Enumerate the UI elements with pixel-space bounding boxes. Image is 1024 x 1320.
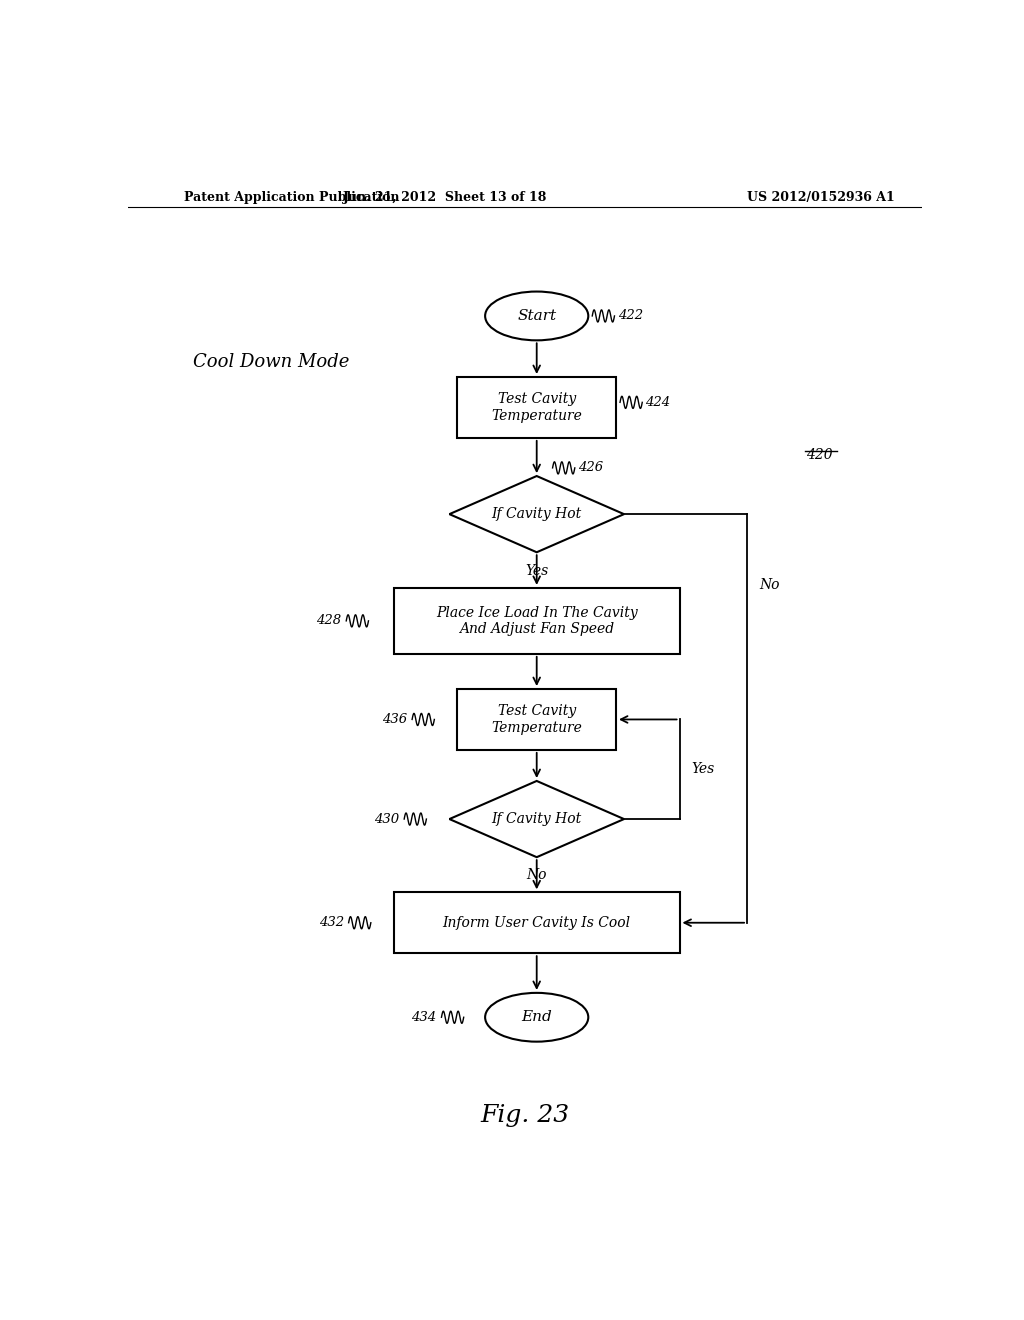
Text: If Cavity Hot: If Cavity Hot <box>492 812 582 826</box>
Polygon shape <box>450 781 624 857</box>
FancyBboxPatch shape <box>458 378 616 438</box>
Text: End: End <box>521 1010 552 1024</box>
Text: Jun. 21, 2012  Sheet 13 of 18: Jun. 21, 2012 Sheet 13 of 18 <box>343 190 548 203</box>
Text: 424: 424 <box>645 396 671 409</box>
Text: Cool Down Mode: Cool Down Mode <box>193 352 349 371</box>
Text: 434: 434 <box>411 1011 436 1024</box>
FancyBboxPatch shape <box>394 587 680 653</box>
Text: Start: Start <box>517 309 556 323</box>
Text: US 2012/0152936 A1: US 2012/0152936 A1 <box>748 190 895 203</box>
Polygon shape <box>450 477 624 552</box>
Text: 432: 432 <box>318 916 344 929</box>
Text: Yes: Yes <box>691 762 715 776</box>
Text: No: No <box>759 578 779 593</box>
Text: Test Cavity
Temperature: Test Cavity Temperature <box>492 705 582 734</box>
Text: Patent Application Publication: Patent Application Publication <box>183 190 399 203</box>
Text: Place Ice Load In The Cavity
And Adjust Fan Speed: Place Ice Load In The Cavity And Adjust … <box>436 606 638 636</box>
Text: Yes: Yes <box>525 564 548 578</box>
Text: 428: 428 <box>315 614 341 627</box>
Ellipse shape <box>485 993 588 1041</box>
Ellipse shape <box>485 292 588 341</box>
FancyBboxPatch shape <box>458 689 616 750</box>
Text: Fig. 23: Fig. 23 <box>480 1105 569 1127</box>
Text: 422: 422 <box>617 309 643 322</box>
Text: 436: 436 <box>382 713 408 726</box>
Text: No: No <box>526 869 547 883</box>
Text: 426: 426 <box>578 462 603 474</box>
Text: 420: 420 <box>807 447 834 462</box>
Text: If Cavity Hot: If Cavity Hot <box>492 507 582 521</box>
Text: Test Cavity
Temperature: Test Cavity Temperature <box>492 392 582 422</box>
Text: Inform User Cavity Is Cool: Inform User Cavity Is Cool <box>442 916 631 929</box>
Text: 430: 430 <box>375 813 399 825</box>
FancyBboxPatch shape <box>394 892 680 953</box>
